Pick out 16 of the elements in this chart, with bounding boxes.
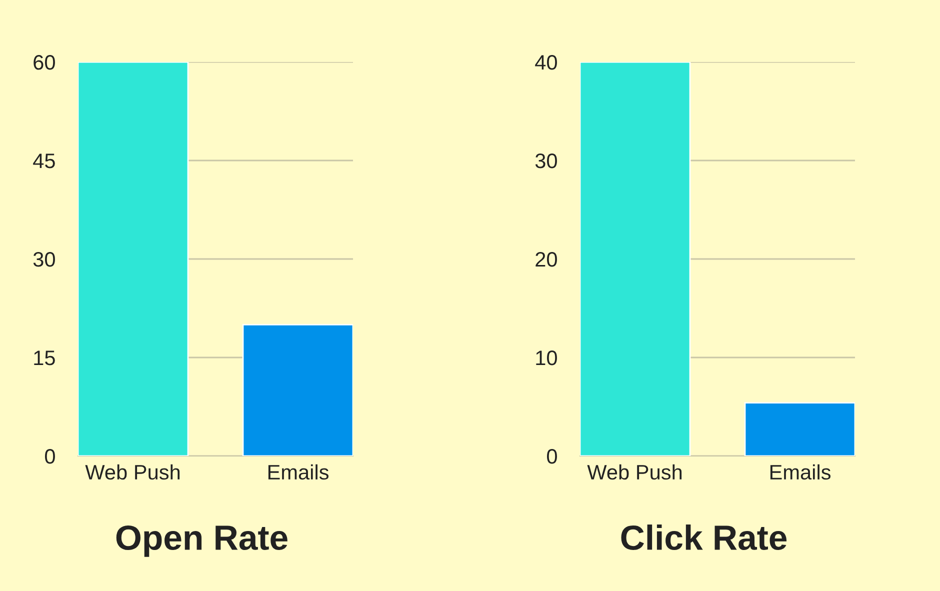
y-tick-label: 30 (535, 154, 557, 168)
x-tick-label: Web Push (85, 464, 180, 480)
x-tick-label: Web Push (587, 464, 682, 480)
text: Click Rate (621, 524, 787, 550)
y-tick-label: 15 (34, 350, 55, 366)
y-tick-label: 30 (33, 252, 55, 267)
y-tick-label: 0 (45, 449, 55, 464)
text: Open Rate (116, 525, 288, 557)
x-tick-label: Emails (268, 464, 329, 480)
x-tick-label: Emails (770, 464, 831, 480)
y-tick-label: 60 (34, 55, 55, 70)
y-tick-label: 20 (536, 252, 557, 267)
y-tick-label: 40 (535, 55, 557, 70)
y-tick-label: 10 (536, 350, 557, 366)
y-tick-label: 45 (33, 154, 55, 168)
y-tick-label: 0 (547, 449, 557, 464)
